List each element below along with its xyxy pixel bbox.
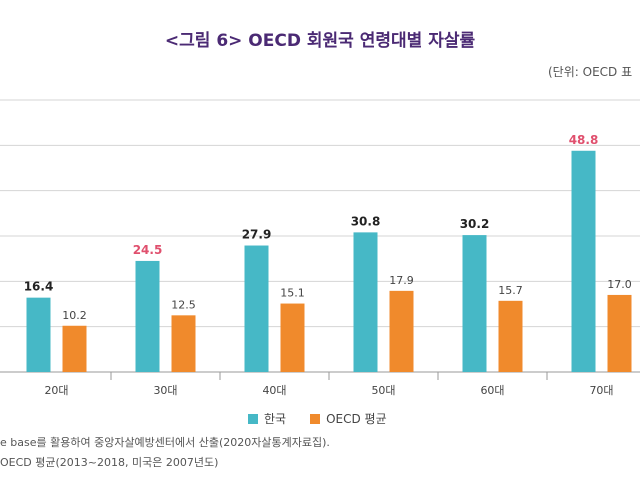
x-tick-label: 60대	[480, 384, 504, 397]
bar-korea	[135, 260, 160, 372]
x-tick-label: 20대	[44, 384, 68, 397]
data-label-korea: 24.5	[133, 243, 163, 257]
legend-item-korea: 한국	[248, 410, 286, 427]
data-label-oecd: 15.1	[280, 287, 305, 300]
x-tick-label: 40대	[262, 384, 286, 397]
source-note: e base를 활용하여 중앙자살예방센터에서 산출(2020자살통계자료집).	[0, 436, 330, 449]
bar-oecd	[280, 303, 305, 372]
legend-label-korea: 한국	[264, 412, 287, 426]
data-label-korea: 48.8	[569, 133, 599, 147]
bar-oecd	[607, 294, 632, 372]
bar-korea	[462, 235, 487, 372]
bar-korea	[26, 297, 51, 372]
data-label-oecd: 10.2	[62, 309, 87, 322]
data-label-korea: 27.9	[242, 228, 272, 242]
data-label-korea: 30.8	[351, 214, 381, 228]
bar-korea	[353, 232, 378, 372]
bar-oecd	[62, 325, 87, 372]
x-tick-label: 30대	[153, 384, 177, 397]
unit-label: (단위: OECD 표	[548, 65, 633, 79]
legend: 한국 OECD 평균	[248, 410, 411, 427]
bar-korea	[571, 150, 596, 372]
data-label-oecd: 15.7	[498, 284, 523, 297]
x-tick-label: 50대	[371, 384, 395, 397]
bar-oecd	[498, 300, 523, 372]
bar-oecd	[389, 290, 414, 372]
legend-item-oecd: OECD 평균	[310, 410, 387, 427]
data-label-oecd: 12.5	[171, 298, 196, 311]
data-label-korea: 30.2	[460, 217, 490, 231]
data-label-oecd: 17.9	[389, 274, 414, 287]
data-label-oecd: 17.0	[607, 278, 632, 291]
chart-title: <그림 6> OECD 회원국 연령대별 자살률	[164, 31, 476, 51]
data-label-korea: 16.4	[24, 280, 54, 294]
legend-swatch-oecd	[310, 413, 321, 424]
legend-swatch-korea	[248, 413, 258, 424]
x-tick-label: 70대	[589, 384, 613, 397]
bar-oecd	[171, 315, 196, 372]
bar-korea	[244, 245, 269, 372]
oecd-average-note: OECD 평균(2013~2018, 미국은 2007년도)	[0, 456, 219, 469]
legend-label-oecd: OECD 평균	[326, 412, 387, 426]
